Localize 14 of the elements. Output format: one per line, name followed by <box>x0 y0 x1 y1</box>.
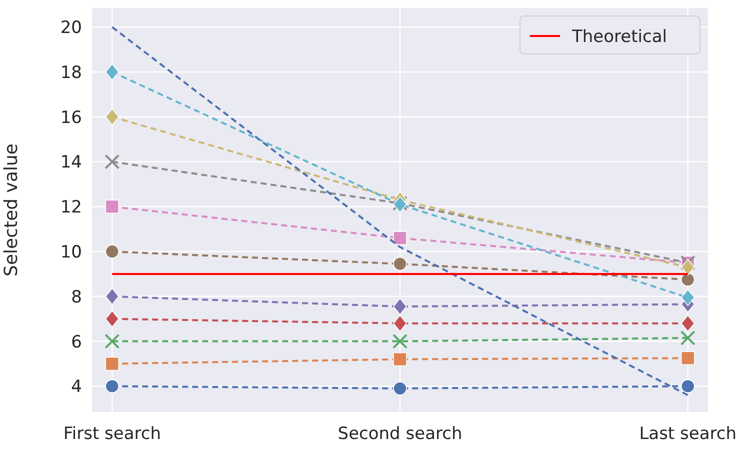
y-tick-label: 4 <box>71 377 82 398</box>
x-tick-label: Last search <box>639 424 736 444</box>
y-tick-label: 6 <box>71 332 82 352</box>
y-tick-label: 12 <box>60 198 82 218</box>
y-tick-label: 18 <box>60 62 82 83</box>
legend-label: Theoretical <box>571 26 667 47</box>
y-tick-label: 10 <box>60 242 82 262</box>
y-tick-label: 20 <box>60 18 82 38</box>
y-tick-label: 14 <box>60 152 82 173</box>
y-tick-label: 16 <box>60 108 82 128</box>
y-tick-label: 8 <box>71 287 82 308</box>
x-tick-label: First search <box>63 424 161 444</box>
y-axis-title: Selected value <box>1 144 22 276</box>
x-tick-label: Second search <box>338 424 462 444</box>
